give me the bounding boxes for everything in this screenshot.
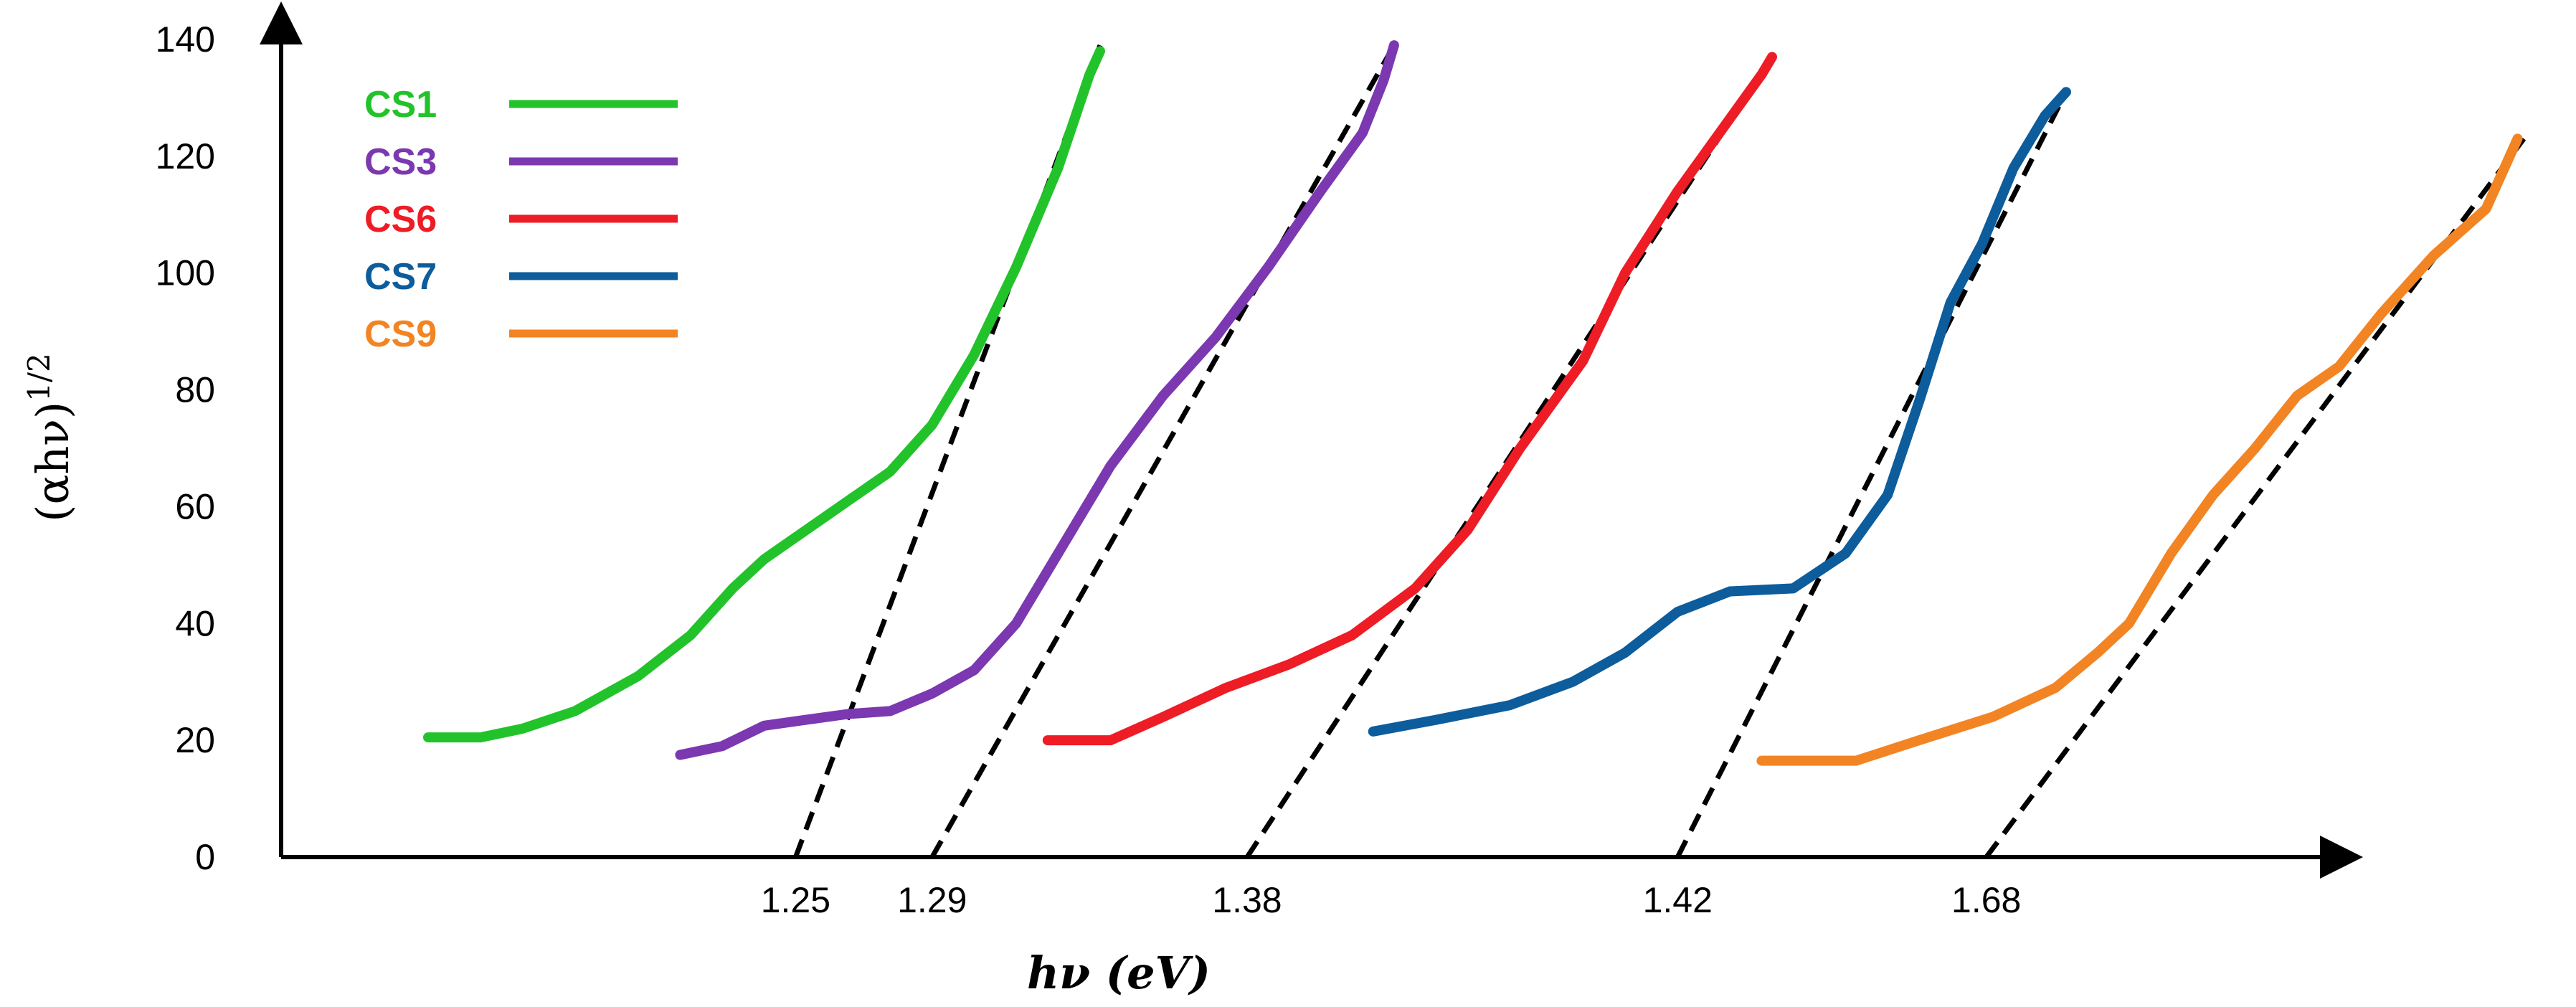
y-tick-label: 0 [195,837,215,877]
legend-label-cs3: CS3 [364,141,437,183]
series-line-cs6 [1042,52,1777,746]
y-tick-label: 120 [156,136,215,176]
y-axis-title-sup: 1/2 [22,353,57,402]
y-tick-label: 100 [156,253,215,293]
y-tick-label: 60 [175,486,215,526]
series-layer [423,40,2523,766]
bandgap-label: 1.25 [761,880,830,920]
series-line-cs9 [1756,133,2523,766]
y-tick-label: 20 [175,720,215,760]
y-tick-labels: 0 20 40 60 80 100 120 140 [156,19,215,877]
svg-text:(αhν)1/2: (αhν)1/2 [22,353,79,521]
series-line-cs7 [1368,87,2071,737]
bandgap-label: 1.38 [1212,880,1282,920]
legend-label-cs6: CS6 [364,199,437,240]
y-tick-label: 40 [175,603,215,643]
bandgap-label: 1.42 [1643,880,1713,920]
legend-label-cs7: CS7 [364,256,437,298]
y-axis-title-main: (αhν) [27,402,79,522]
y-axis-title: (αhν)1/2 [22,353,79,521]
bandgap-label: 1.68 [1951,880,2021,920]
fit-line-cs3 [929,44,1396,859]
bandgap-label: 1.29 [897,880,967,920]
legend: CS1 CS3 CS6 CS7 CS9 [364,84,678,355]
y-tick-label: 80 [175,370,215,410]
series-line-cs1 [423,46,1105,743]
fit-line-cs7 [1675,90,2069,859]
legend-label-cs9: CS9 [364,313,437,355]
y-tick-label: 140 [156,19,215,60]
legend-label-cs1: CS1 [364,84,437,126]
x-axis-title: hν (eV) [1027,947,1211,999]
bandgap-labels: 1.25 1.29 1.38 1.42 1.68 [761,880,2022,920]
series-line-cs3 [675,40,1399,760]
